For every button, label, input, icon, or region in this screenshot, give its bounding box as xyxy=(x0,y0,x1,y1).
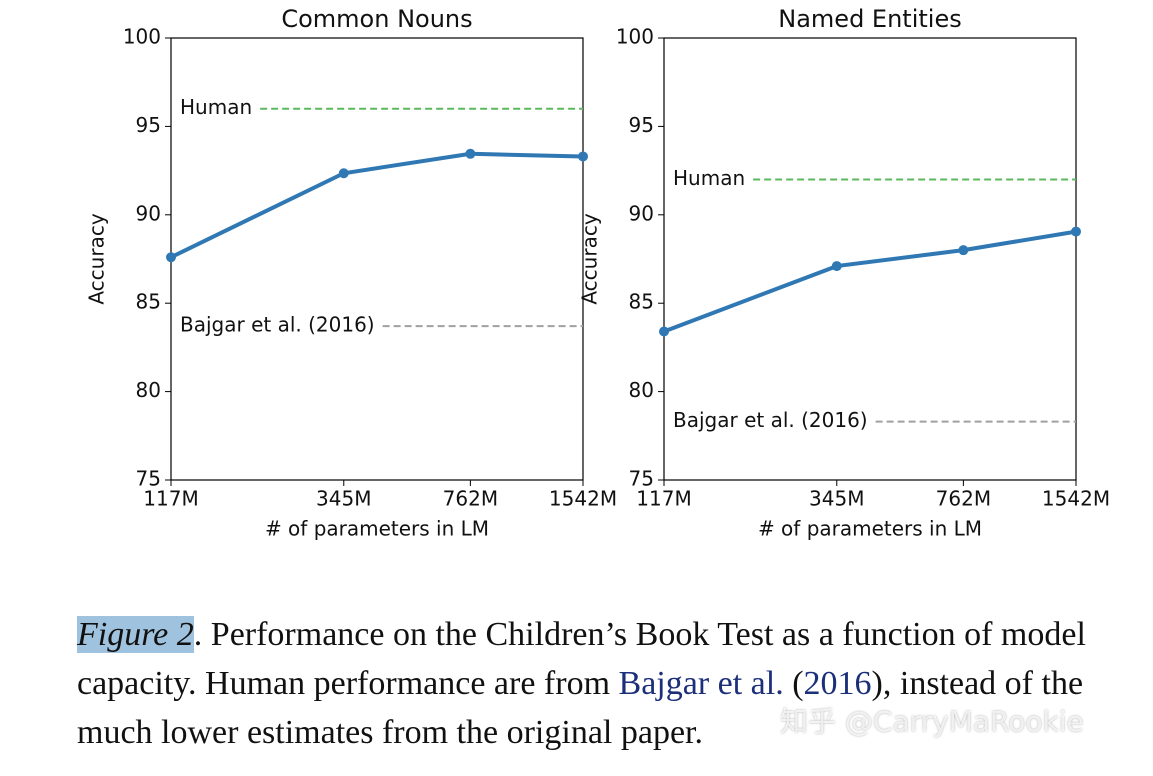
citation-year[interactable]: 2016 xyxy=(803,665,872,702)
y-tick-label: 80 xyxy=(629,378,654,402)
y-tick-label: 75 xyxy=(136,467,161,491)
y-tick-label: 85 xyxy=(136,290,161,314)
x-tick-label: 1542M xyxy=(1042,487,1110,511)
y-tick-label: 100 xyxy=(616,25,654,49)
point xyxy=(1071,226,1081,237)
point xyxy=(338,168,349,179)
caption-label: Figure 2 xyxy=(77,616,194,653)
caption: Figure 2. Performance on the Children’s … xyxy=(77,610,1147,757)
point xyxy=(831,261,842,272)
citation[interactable]: Bajgar et al. xyxy=(618,665,784,702)
reference-label: Human xyxy=(673,166,745,190)
point xyxy=(578,151,588,162)
chart-title: Common Nouns xyxy=(281,5,472,33)
x-axis-label: # of parameters in LM xyxy=(265,517,489,541)
y-tick-label: 90 xyxy=(136,201,161,225)
watermark: 知乎 @CarryMaRookie xyxy=(780,705,1084,738)
y-tick-label: 100 xyxy=(123,25,161,49)
caption-text: ), instead of the much lower estimates f… xyxy=(77,665,1084,751)
caption-text: ( xyxy=(783,665,804,702)
x-tick-label: 345M xyxy=(809,487,864,511)
line xyxy=(663,229,1077,334)
y-axis-label: Accuracy xyxy=(85,213,109,304)
x-tick-label: 117M xyxy=(636,487,691,511)
caption-text: . Performance on the Children’s Book Tes… xyxy=(77,616,1086,702)
y-tick-label: 95 xyxy=(629,113,654,137)
point xyxy=(958,245,969,256)
plot-frame xyxy=(663,37,1077,481)
chart-title: Named Entities xyxy=(778,5,961,33)
reference-label: Bajgar et al. (2016) xyxy=(673,408,868,432)
y-tick-label: 85 xyxy=(629,290,654,314)
line xyxy=(170,151,584,260)
point xyxy=(465,148,476,159)
y-tick-label: 80 xyxy=(136,378,161,402)
point xyxy=(166,252,176,263)
y-tick-label: 90 xyxy=(629,201,654,225)
x-tick-label: 1542M xyxy=(549,487,617,511)
charts: Common Nouns 75 80 85 90 95 100 117M 345M 762M 154… xyxy=(85,5,1111,541)
y-tick-label: 95 xyxy=(136,113,161,137)
reference-label: Human xyxy=(180,95,252,119)
y-axis-label: Accuracy xyxy=(578,213,602,304)
x-tick-label: 762M xyxy=(443,487,498,511)
x-tick-label: 117M xyxy=(143,487,198,511)
x-axis-label: # of parameters in LM xyxy=(758,517,982,541)
x-tick-label: 762M xyxy=(936,487,991,511)
reference-label: Bajgar et al. (2016) xyxy=(180,313,375,337)
y-tick-label: 75 xyxy=(629,467,654,491)
x-tick-label: 345M xyxy=(316,487,371,511)
point xyxy=(659,326,669,337)
